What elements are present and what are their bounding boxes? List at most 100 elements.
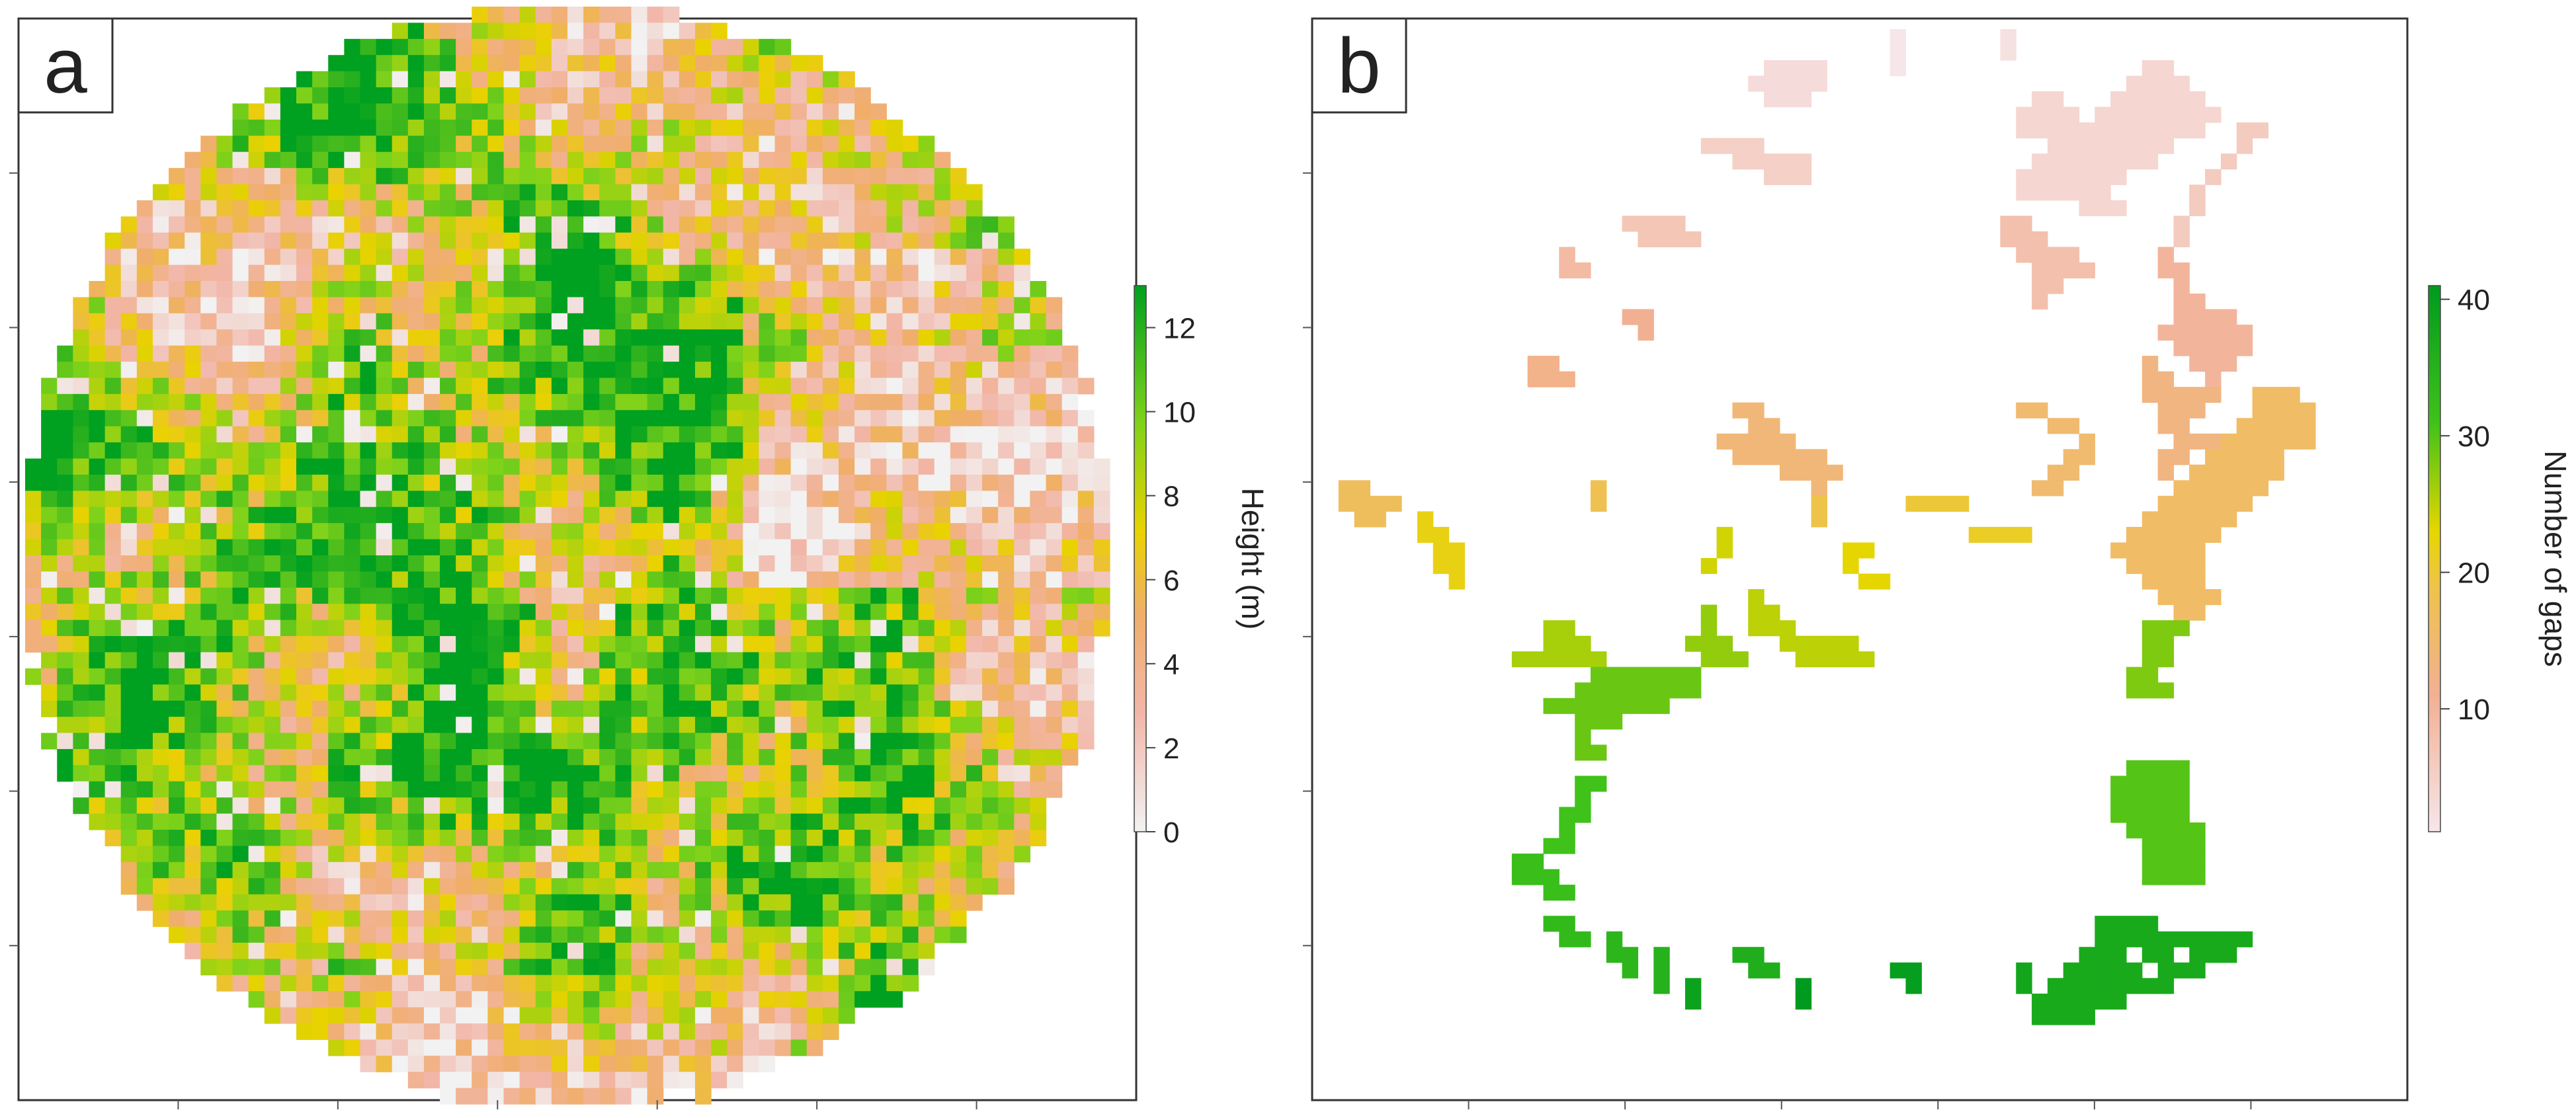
height-cell: [918, 668, 935, 685]
height-cell: [328, 200, 345, 217]
height-cell: [344, 910, 361, 928]
height-cell: [950, 894, 967, 911]
height-cell: [774, 184, 792, 201]
height-cell: [264, 249, 281, 266]
gap-cell: [1591, 480, 1607, 497]
height-cell: [679, 926, 696, 943]
gap-cell: [1543, 635, 1559, 652]
height-cell: [407, 216, 425, 233]
height-cell: [870, 474, 887, 491]
height-cell: [647, 926, 664, 943]
height-cell: [839, 748, 855, 766]
height-cell: [886, 861, 903, 879]
height-cell: [41, 442, 58, 459]
height-cell: [822, 119, 839, 136]
gap-cell: [2189, 495, 2206, 512]
height-cell: [663, 168, 680, 185]
height-cell: [806, 442, 823, 459]
height-cell: [200, 733, 218, 750]
height-cell: [328, 1023, 345, 1040]
height-cell: [136, 232, 153, 249]
gap-cell: [1417, 511, 1434, 528]
height-cell: [503, 55, 520, 72]
height-cell: [440, 717, 456, 734]
height-cell: [407, 959, 425, 976]
height-cell: [839, 393, 855, 411]
height-cell: [519, 345, 536, 362]
height-cell: [296, 264, 313, 282]
height-cell: [694, 523, 712, 540]
height-cell: [280, 216, 297, 233]
height-cell: [551, 7, 568, 24]
height-cell: [120, 604, 138, 621]
height-cell: [694, 249, 712, 266]
height-cell: [472, 136, 489, 153]
height-cell: [89, 668, 106, 685]
gap-cell: [2220, 449, 2237, 465]
height-cell: [615, 297, 632, 314]
height-cell: [503, 1039, 520, 1057]
height-cell: [216, 587, 233, 604]
height-cell: [583, 22, 600, 40]
height-cell: [104, 232, 122, 249]
height-cell: [551, 926, 568, 943]
height-cell: [344, 281, 361, 298]
height-cell: [854, 926, 871, 943]
height-cell: [774, 684, 792, 701]
height-cell: [567, 733, 584, 750]
height-cell: [423, 555, 440, 573]
height-cell: [392, 894, 409, 911]
height-cell: [663, 38, 680, 56]
height-cell: [551, 619, 568, 637]
height-cell: [615, 878, 632, 895]
gap-cell: [2141, 106, 2159, 123]
height-cell: [854, 604, 871, 621]
height-cell: [1030, 765, 1047, 782]
gap-cell: [1622, 666, 1639, 683]
height-cell: [886, 604, 903, 621]
height-cell: [679, 748, 696, 766]
height-cell: [982, 491, 999, 508]
height-cell: [583, 797, 600, 815]
height-cell: [647, 55, 664, 72]
height-cell: [248, 506, 265, 524]
height-cell: [519, 668, 536, 685]
gap-cell: [2032, 184, 2048, 201]
height-cell: [472, 781, 489, 798]
height-cell: [839, 523, 855, 540]
height-cell: [839, 103, 855, 120]
height-cell: [567, 991, 584, 1008]
height-cell: [248, 329, 265, 346]
height-cell: [1014, 491, 1031, 508]
height-cell: [615, 733, 632, 750]
height-cell: [854, 700, 871, 717]
height-cell: [423, 861, 440, 879]
gap-cell: [2063, 184, 2080, 201]
gap-cell: [1543, 620, 1559, 637]
gap-cell: [2047, 993, 2064, 1010]
gap-cell: [2157, 931, 2175, 947]
height-cell: [950, 636, 967, 653]
height-cell: [296, 652, 313, 669]
height-cell: [822, 362, 839, 379]
height-cell: [886, 668, 903, 685]
height-cell: [136, 813, 153, 830]
height-cell: [679, 604, 696, 621]
height-cell: [551, 523, 568, 540]
height-cell: [694, 378, 712, 395]
height-cell: [407, 458, 425, 475]
height-cell: [296, 151, 313, 169]
height-cell: [998, 861, 1015, 879]
height-cell: [392, 587, 409, 604]
height-cell: [663, 830, 680, 847]
height-cell: [519, 652, 536, 669]
height-cell: [456, 458, 472, 475]
height-cell: [407, 410, 425, 427]
height-cell: [248, 942, 265, 959]
height-cell: [647, 781, 664, 798]
height-cell: [663, 587, 680, 604]
height-cell: [185, 184, 201, 201]
height-cell: [1014, 506, 1031, 524]
height-cell: [280, 136, 297, 153]
